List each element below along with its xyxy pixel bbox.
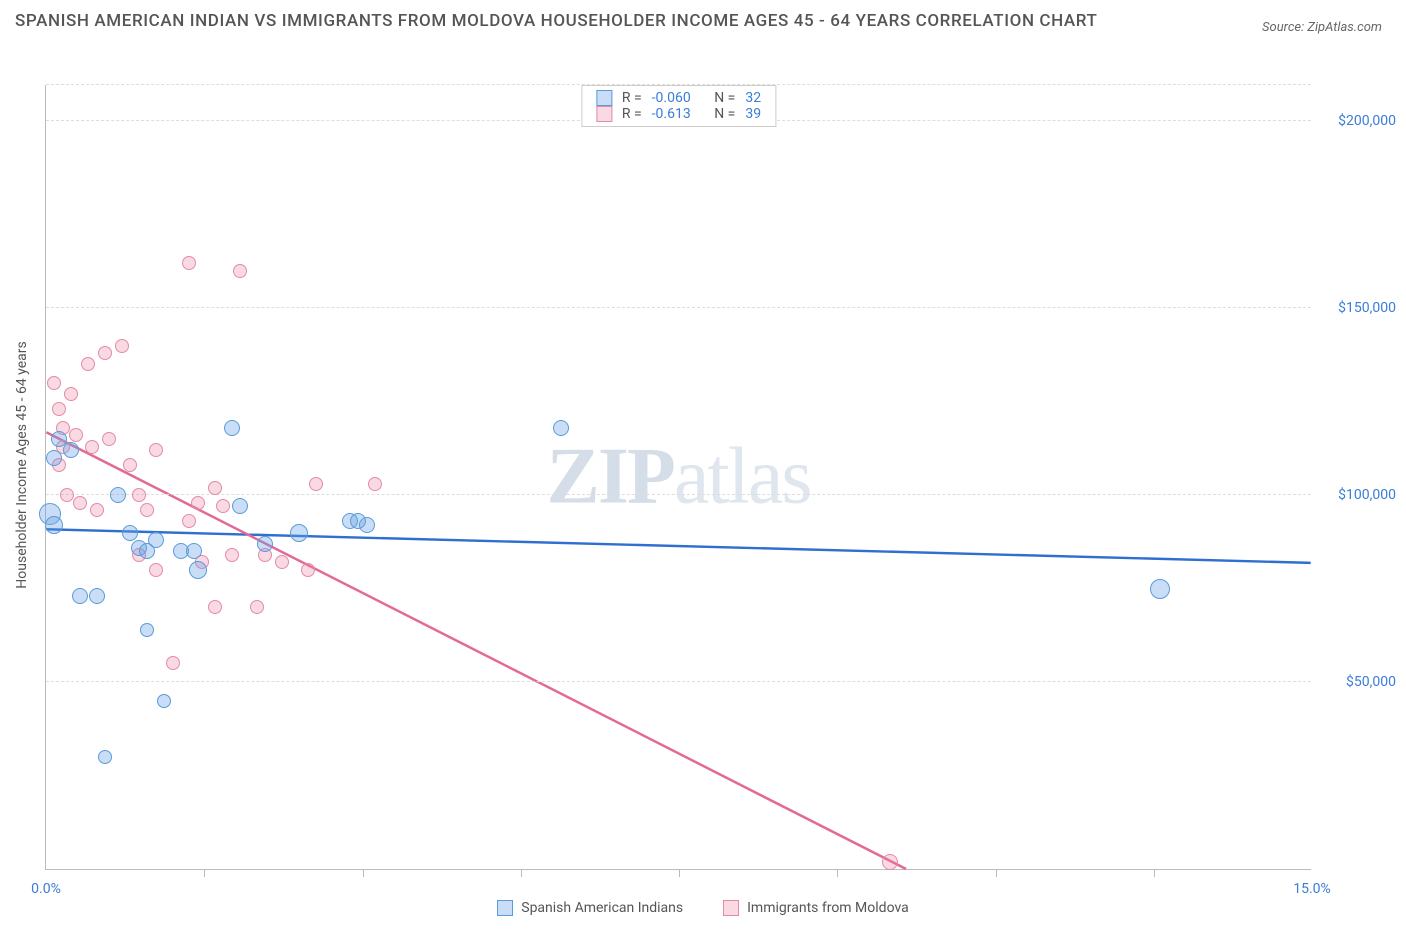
scatter-point-blue <box>46 450 62 466</box>
scatter-point-blue <box>224 420 240 436</box>
y-axis-title: Householder Income Ages 45 - 64 years <box>14 341 30 588</box>
scatter-point-pink <box>52 402 66 416</box>
correlation-row: R = -0.613 N = 39 <box>596 106 761 122</box>
r-label: R = <box>622 90 642 106</box>
correlation-row: R = -0.060 N = 32 <box>596 90 761 106</box>
y-tick-label: $150,000 <box>1338 300 1396 316</box>
scatter-point-blue <box>1150 579 1170 599</box>
scatter-point-pink <box>250 600 264 614</box>
scatter-point-pink <box>208 600 222 614</box>
gridline: $50,000 <box>46 681 1311 682</box>
scatter-plot-area: ZIPatlas R = -0.060 N = 32 R = -0.613 N … <box>45 85 1311 870</box>
n-label: N = <box>714 90 735 106</box>
n-label: N = <box>714 106 735 122</box>
scatter-point-pink <box>115 339 129 353</box>
r-value: -0.613 <box>652 106 691 122</box>
legend-swatch <box>596 106 612 122</box>
scatter-point-pink <box>301 563 315 577</box>
y-tick-label: $50,000 <box>1346 674 1396 690</box>
gridline: $150,000 <box>46 307 1311 308</box>
chart-title: SPANISH AMERICAN INDIAN VS IMMIGRANTS FR… <box>15 8 1098 35</box>
x-tick <box>521 869 522 877</box>
n-value: 39 <box>745 106 761 122</box>
scatter-point-pink <box>149 443 163 457</box>
chart-header: SPANISH AMERICAN INDIAN VS IMMIGRANTS FR… <box>0 0 1406 43</box>
legend-item: Immigrants from Moldova <box>723 900 909 916</box>
scatter-point-blue <box>157 694 171 708</box>
scatter-point-pink <box>123 458 137 472</box>
scatter-point-blue <box>63 442 79 458</box>
scatter-point-pink <box>102 432 116 446</box>
scatter-point-pink <box>132 488 146 502</box>
scatter-point-pink <box>47 376 61 390</box>
scatter-point-pink <box>81 357 95 371</box>
x-tick <box>204 869 205 877</box>
scatter-point-blue <box>45 516 63 534</box>
scatter-point-pink <box>275 555 289 569</box>
gridline: $100,000 <box>46 494 1311 495</box>
scatter-point-blue <box>89 588 105 604</box>
scatter-point-pink <box>191 496 205 510</box>
scatter-point-pink <box>149 563 163 577</box>
trend-line-pink <box>46 432 906 869</box>
scatter-point-pink <box>85 440 99 454</box>
y-tick-label: $100,000 <box>1338 487 1396 503</box>
legend-swatch <box>596 90 612 106</box>
scatter-point-pink <box>225 548 239 562</box>
x-tick <box>996 869 997 877</box>
scatter-point-pink <box>166 656 180 670</box>
r-value: -0.060 <box>652 90 691 106</box>
scatter-point-blue <box>140 623 154 637</box>
x-tick <box>837 869 838 877</box>
n-value: 32 <box>745 90 761 106</box>
scatter-point-blue <box>110 487 126 503</box>
scatter-point-pink <box>882 854 898 870</box>
trend-lines <box>46 85 1311 869</box>
scatter-point-pink <box>182 514 196 528</box>
r-label: R = <box>622 106 642 122</box>
x-tick <box>679 869 680 877</box>
scatter-point-pink <box>182 256 196 270</box>
x-tick <box>1154 869 1155 877</box>
scatter-point-blue <box>290 524 308 542</box>
scatter-point-pink <box>309 477 323 491</box>
scatter-point-pink <box>216 499 230 513</box>
scatter-point-blue <box>189 561 207 579</box>
scatter-point-pink <box>90 503 104 517</box>
scatter-point-blue <box>257 536 273 552</box>
scatter-point-blue <box>122 525 138 541</box>
x-tick-label: 15.0% <box>1293 881 1331 897</box>
legend-label: Spanish American Indians <box>521 900 683 916</box>
scatter-point-pink <box>64 387 78 401</box>
chart-source: Source: ZipAtlas.com <box>1262 20 1382 35</box>
scatter-point-blue <box>72 588 88 604</box>
legend-item: Spanish American Indians <box>497 900 683 916</box>
scatter-point-pink <box>208 481 222 495</box>
scatter-point-pink <box>73 496 87 510</box>
x-tick <box>363 869 364 877</box>
scatter-point-pink <box>140 503 154 517</box>
x-tick-label: 0.0% <box>31 881 61 897</box>
scatter-point-blue <box>186 543 202 559</box>
correlation-legend-box: R = -0.060 N = 32 R = -0.613 N = 39 <box>581 85 776 127</box>
scatter-point-blue <box>98 750 112 764</box>
legend-swatch <box>723 900 739 916</box>
scatter-point-pink <box>69 428 83 442</box>
legend-swatch <box>497 900 513 916</box>
scatter-point-pink <box>233 264 247 278</box>
scatter-point-pink <box>368 477 382 491</box>
scatter-point-blue <box>148 532 164 548</box>
y-tick-label: $200,000 <box>1338 113 1396 129</box>
scatter-point-blue <box>232 498 248 514</box>
series-legend: Spanish American Indians Immigrants from… <box>0 900 1406 916</box>
scatter-point-blue <box>553 420 569 436</box>
legend-label: Immigrants from Moldova <box>747 900 909 916</box>
scatter-point-blue <box>359 517 375 533</box>
scatter-point-pink <box>98 346 112 360</box>
